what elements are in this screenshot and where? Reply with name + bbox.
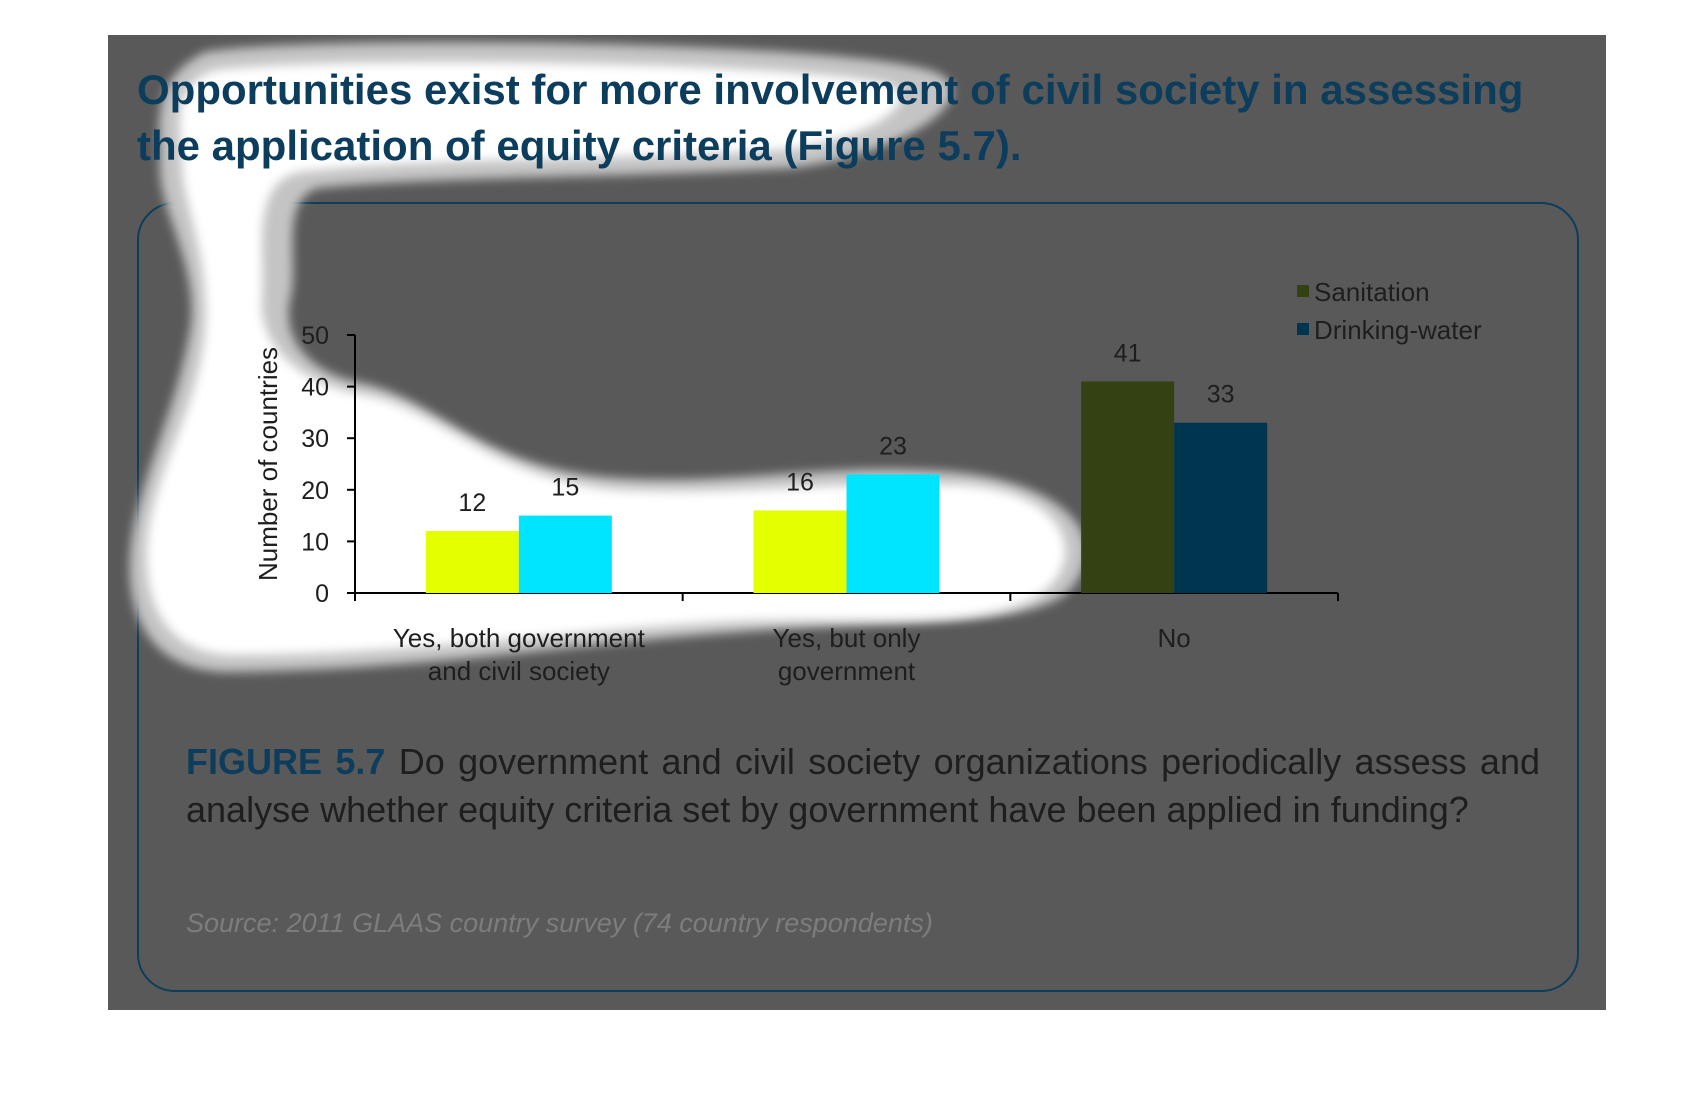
source-note: Source: 2011 GLAAS country survey (74 co… — [186, 908, 933, 938]
y-tick-label: 20 — [301, 477, 329, 505]
highlight-region — [146, 62, 1066, 656]
page-title: Opportunities exist for more involvement… — [137, 62, 1557, 174]
y-tick-label: 50 — [301, 322, 329, 350]
y-tick-label: 10 — [301, 528, 329, 556]
data-label: 16 — [786, 468, 814, 496]
legend-label-sanitation: Sanitation — [1314, 277, 1430, 307]
legend-label-drinking-water: Drinking-water — [1314, 315, 1482, 345]
legend-swatch-drinking-water — [1297, 323, 1309, 335]
figure-caption-text: Do government and civil society organiza… — [186, 741, 1540, 830]
x-category-label: Yes, both government — [393, 623, 646, 653]
data-label: 41 — [1114, 339, 1142, 367]
y-axis-title: Number of countries — [253, 347, 283, 581]
x-category-label: No — [1158, 623, 1191, 653]
bar-sanitation-3 — [1081, 381, 1175, 593]
figure-caption: FIGURE 5.7 Do government and civil socie… — [186, 738, 1540, 834]
x-category-label: government — [778, 656, 916, 686]
data-label: 15 — [551, 474, 579, 502]
bar-sanitation-2 — [753, 510, 847, 593]
data-label: 23 — [879, 432, 907, 460]
y-tick-label: 0 — [315, 580, 329, 608]
x-category-label: and civil society — [428, 656, 610, 686]
headline-text: Opportunities exist for more involvement… — [137, 66, 1524, 169]
figure-label: FIGURE 5.7 — [186, 741, 386, 782]
y-tick-label: 30 — [301, 425, 329, 453]
y-tick-label: 40 — [301, 374, 329, 402]
bar-drinking-water-2 — [846, 474, 940, 593]
bar-drinking-water-3 — [1174, 422, 1268, 593]
bar-sanitation-1 — [425, 531, 519, 593]
legend-swatch-sanitation — [1297, 285, 1309, 297]
bar-drinking-water-1 — [518, 515, 612, 593]
data-label: 12 — [458, 489, 486, 517]
x-category-label: Yes, but only — [773, 623, 921, 653]
data-label: 33 — [1207, 381, 1235, 409]
